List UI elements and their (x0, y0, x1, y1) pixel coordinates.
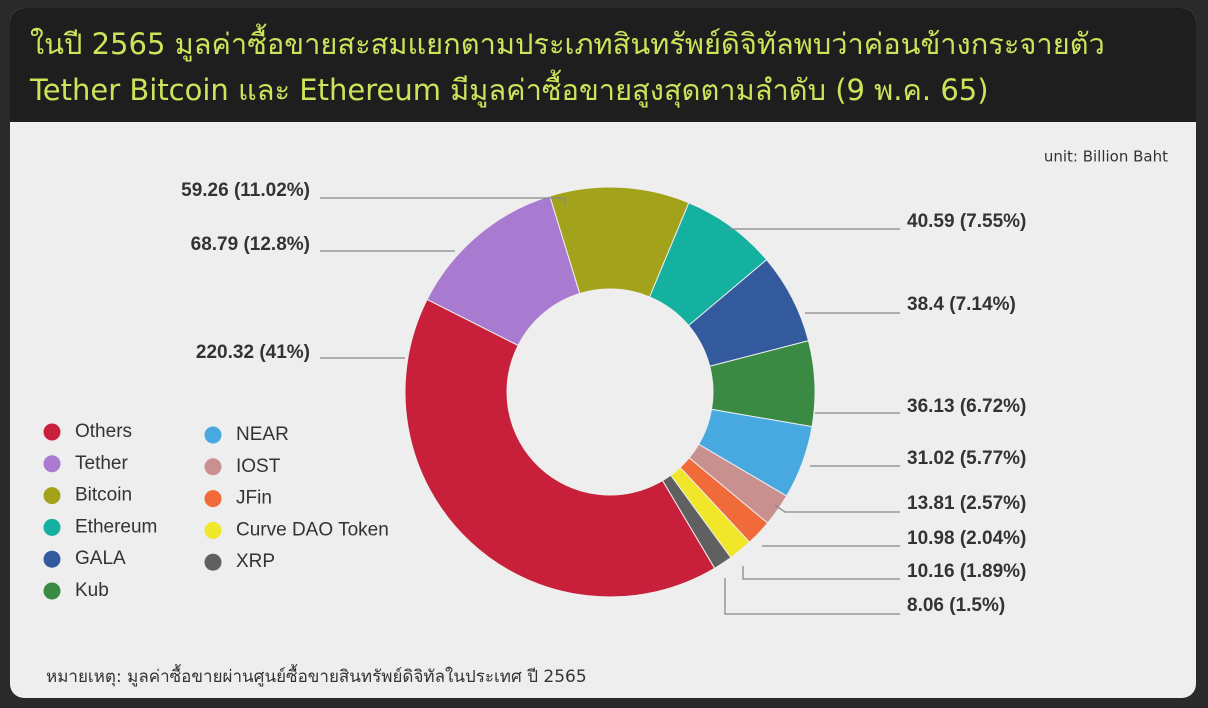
leader-line (320, 197, 566, 205)
legend-label: IOST (236, 456, 281, 477)
legend-marker (204, 521, 222, 539)
value-label: 40.59 (7.55%) (907, 211, 1026, 232)
legend-marker (43, 455, 61, 473)
value-label: 10.98 (2.04%) (907, 528, 1026, 549)
leader-line (724, 578, 900, 615)
unit-label: unit: Billion Baht (1044, 148, 1168, 166)
legend-marker (43, 550, 61, 568)
legend-marker (204, 426, 222, 444)
legend-label: JFin (236, 488, 272, 509)
header-band (10, 8, 1196, 122)
legend-label: Others (75, 421, 132, 442)
slice (404, 298, 716, 598)
value-label: 8.06 (1.5%) (907, 595, 1005, 616)
legend-label: NEAR (236, 424, 289, 445)
value-label: 36.13 (6.72%) (907, 396, 1026, 417)
value-label: 38.4 (7.14%) (907, 294, 1016, 315)
legend-label: Bitcoin (75, 485, 132, 506)
legend-label: Curve DAO Token (236, 519, 389, 540)
legend-marker (43, 582, 61, 600)
legend-marker (43, 487, 61, 505)
leader-line (742, 566, 900, 580)
footnote: หมายเหตุ: มูลค่าซื้อขายผ่านศูนย์ซื้อขายส… (46, 664, 587, 687)
legend-marker (204, 458, 222, 476)
legend-label: Ethereum (75, 516, 157, 537)
value-label: 31.02 (5.77%) (907, 448, 1026, 469)
value-label: 10.16 (1.89%) (907, 561, 1026, 582)
legend-marker (43, 423, 61, 441)
value-label: 59.26 (11.02%) (181, 180, 310, 201)
chart-title: Tether Bitcoin และ Ethereum มีมูลค่าซื้อ… (29, 69, 989, 108)
legend-marker (204, 490, 222, 508)
legend-label: Kub (75, 580, 109, 601)
legend-label: Tether (75, 453, 128, 474)
legend-label: XRP (236, 551, 275, 572)
value-label: 220.32 (41%) (196, 342, 310, 363)
panel (10, 8, 1196, 698)
leader-line (774, 504, 900, 513)
legend-marker (204, 553, 222, 571)
value-label: 13.81 (2.57%) (907, 493, 1026, 514)
legend-label: GALA (75, 548, 126, 569)
chart-title: ในปี 2565 มูลค่าซื้อขายสะสมแยกตามประเภทส… (30, 23, 1105, 62)
slice (661, 474, 732, 569)
legend-marker (43, 518, 61, 536)
value-label: 68.79 (12.8%) (191, 234, 310, 255)
